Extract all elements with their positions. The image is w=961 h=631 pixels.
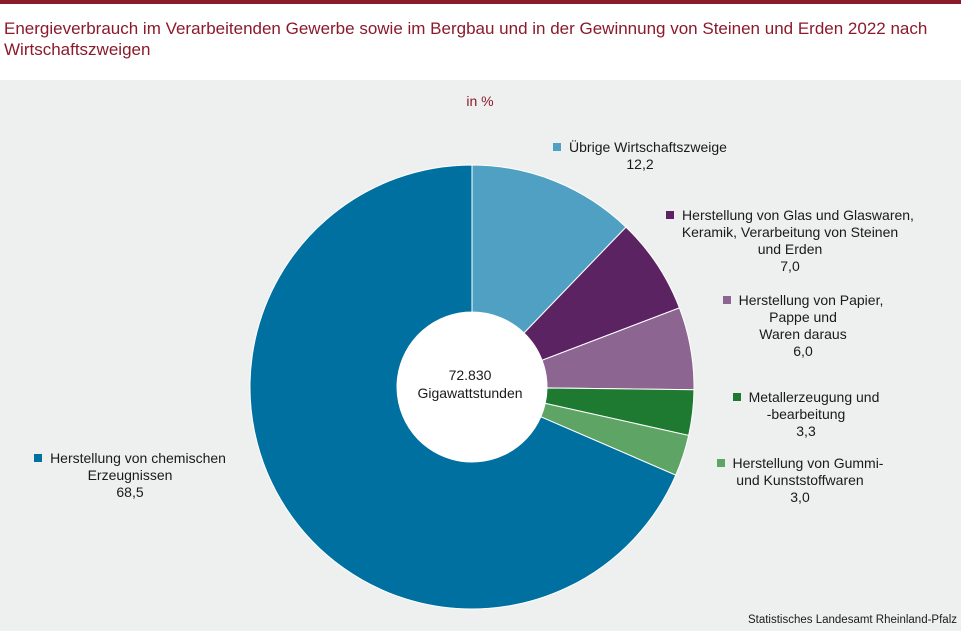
slice-label-text: Herstellung von Gummi-: [700, 455, 900, 472]
total-value: 72.830: [448, 367, 492, 383]
slice-value-label: 3,0: [790, 489, 810, 505]
slice-label-5: Herstellung von chemischen Erzeugnissen 68…: [10, 450, 250, 501]
slice-value-label: 68,5: [116, 484, 144, 500]
slice-value-label: 7,0: [780, 258, 800, 274]
legend-swatch: [732, 393, 741, 401]
slice-label-2: Herstellung von Papier, Pappe und Waren da…: [698, 292, 908, 360]
slice-value-label: 12,2: [626, 156, 654, 172]
slice-label-text: Erzeugnissen: [87, 467, 173, 483]
total-unit: Gigawattstunden: [417, 385, 523, 401]
slice-label-text: Pappe und: [769, 309, 837, 325]
top-accent-bar: [0, 0, 961, 4]
legend-swatch: [34, 454, 43, 462]
slice-label-1: Herstellung von Glas und Glaswaren, Keram…: [645, 207, 935, 275]
slice-label-text: Herstellung von Papier,: [698, 292, 908, 309]
unit-label: in %: [466, 93, 494, 109]
donut-hole: [397, 312, 547, 462]
legend-swatch: [666, 211, 675, 219]
slice-label-text: Herstellung von Glas und Glaswaren,: [645, 207, 935, 224]
slice-label-3: Metallerzeugung und -bearbeitung 3,3: [716, 389, 896, 440]
slice-label-text: Waren daraus: [759, 326, 847, 342]
slice-label-text: Metallerzeugung und: [716, 389, 896, 406]
slice-label-text: Übrige Wirtschaftszweige: [540, 139, 740, 156]
slice-label-text: -bearbeitung: [766, 406, 846, 422]
legend-swatch: [722, 296, 731, 304]
slice-label-4: Herstellung von Gummi-und Kunststoffware…: [700, 455, 900, 506]
slice-label-text: und Kunststoffwaren: [736, 472, 864, 488]
slice-label-text: Herstellung von chemischen: [10, 450, 250, 467]
slice-label-text: und Erden: [757, 241, 823, 257]
legend-swatch: [716, 459, 725, 467]
slice-label-0: Übrige Wirtschaftszweige 12,2: [540, 139, 740, 173]
source-note: Statistisches Landesamt Rheinland-Pfalz: [747, 614, 957, 626]
legend-swatch: [553, 143, 562, 151]
chart-title: Energieverbrauch im Verarbeitenden Gewer…: [4, 19, 928, 59]
slice-value-label: 6,0: [793, 343, 813, 359]
slice-value-label: 3,3: [796, 423, 816, 439]
slice-label-text: Keramik, Verarbeitung von Steinen: [681, 224, 899, 240]
donut-center-label: 72.830 Gigawattstunden: [400, 366, 540, 402]
